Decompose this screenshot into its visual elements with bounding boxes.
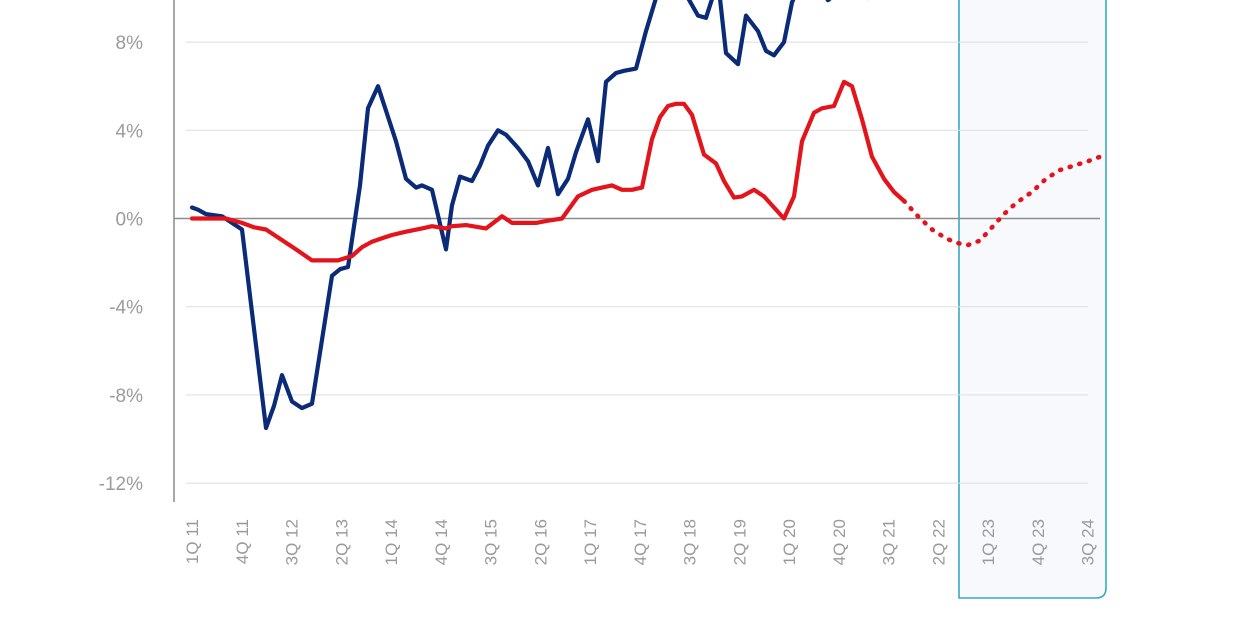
x-tick-label: 3Q 12	[283, 519, 302, 565]
series-line-2	[901, 154, 1103, 248]
x-tick-label: 2Q 13	[332, 519, 351, 565]
x-tick-label: 4Q 14	[432, 519, 451, 565]
x-tick-label: 4Q 11	[233, 519, 252, 564]
x-tick-label: 1Q 14	[382, 519, 401, 565]
y-tick-label: 0%	[116, 210, 144, 231]
x-tick-label: 3Q 18	[681, 519, 700, 565]
x-tick-label: 4Q 23	[1029, 519, 1048, 565]
x-tick-label: 2Q 22	[929, 519, 948, 565]
y-tick-label: -4%	[109, 298, 143, 319]
x-tick-label: 1Q 17	[581, 519, 600, 565]
y-tick-label: 8%	[116, 33, 144, 54]
axes	[173, 0, 1100, 502]
y-tick-label: -12%	[99, 474, 143, 495]
y-axis-tick-labels: 8% 4% 0% -4% -8% -12%	[99, 33, 143, 495]
x-tick-label: 2Q 19	[730, 519, 749, 565]
x-tick-label: 3Q 24	[1079, 519, 1098, 565]
y-tick-label: 4%	[116, 121, 144, 142]
series-line-0	[189, 0, 869, 431]
x-tick-label: 4Q 20	[830, 519, 849, 565]
gridlines	[186, 41, 1088, 484]
series-line-1	[189, 79, 907, 263]
x-tick-label: 1Q 11	[183, 519, 202, 564]
series-lines	[189, 0, 1103, 431]
x-tick-label: 1Q 23	[979, 519, 998, 565]
x-axis-tick-labels: 1Q 11 4Q 11 3Q 12 2Q 13 1Q 14 4Q 14 3Q 15 2Q 16…	[183, 519, 1098, 565]
x-tick-label: 3Q 15	[482, 519, 501, 565]
forecast-region-layer	[958, 0, 1107, 599]
forecast-region	[958, 0, 1107, 599]
x-tick-label: 2Q 16	[531, 519, 550, 565]
x-tick-label: 4Q 17	[631, 519, 650, 565]
y-tick-label: -8%	[109, 386, 143, 407]
x-tick-label: 3Q 21	[880, 519, 899, 565]
x-tick-label: 1Q 20	[780, 519, 799, 565]
